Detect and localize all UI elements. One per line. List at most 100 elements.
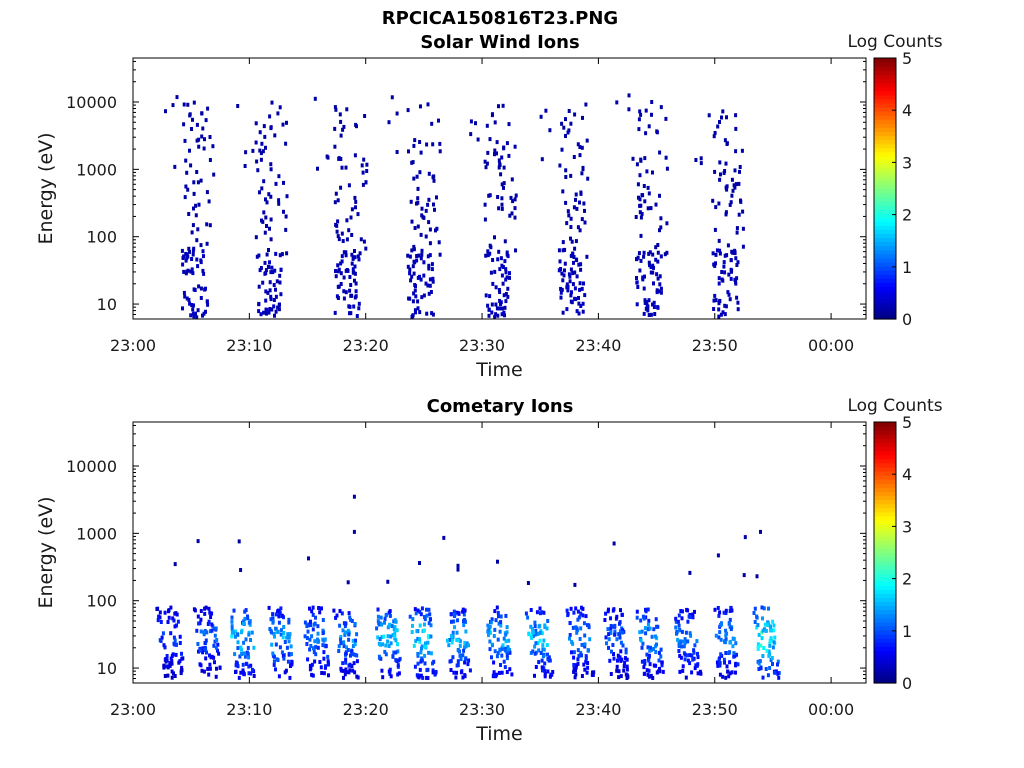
spectrogram-pixel	[427, 621, 431, 626]
x-tick-label: 23:30	[459, 336, 505, 355]
colorbar-segment	[874, 253, 896, 259]
spectrogram-pixel	[310, 662, 314, 667]
spectrogram-pixel	[767, 606, 770, 611]
spectrogram-pixel	[718, 248, 722, 253]
spectrogram-pixel	[508, 650, 512, 655]
spectrogram-pixel	[493, 649, 497, 654]
spectrogram-pixel	[729, 627, 733, 632]
spectrogram-pixel	[652, 647, 656, 651]
spectrogram-pixel	[413, 260, 417, 265]
spectrogram-pixel	[456, 663, 460, 667]
spectrogram-pixel	[277, 608, 280, 613]
spectrogram-pixel	[284, 668, 288, 673]
spectrogram-pixel	[339, 157, 343, 161]
spectrogram-pixel	[348, 304, 352, 309]
spectrogram-pixel	[717, 613, 721, 618]
spectrogram-pixel	[560, 287, 564, 292]
spectrogram-pixel	[648, 648, 652, 652]
spectrogram-pixel	[251, 148, 255, 153]
spectrogram-pixel	[586, 665, 590, 670]
spectrogram-pixel	[429, 651, 433, 656]
spectrogram-pixel	[192, 287, 196, 292]
spectrogram-pixel	[656, 243, 660, 247]
spectrogram-pixel	[412, 643, 416, 648]
spectrogram-pixel	[681, 639, 685, 644]
spectrogram-pixel	[587, 625, 591, 630]
spectrogram-pixel	[159, 620, 163, 624]
spectrogram-pixel	[647, 654, 651, 659]
spectrogram-pixel	[433, 207, 436, 212]
colorbar-segment	[874, 274, 896, 279]
colorbar-segment	[874, 204, 896, 210]
spectrogram-pixel	[212, 655, 216, 660]
spectrogram-pixel	[651, 263, 655, 268]
spectrogram-pixel	[417, 675, 421, 680]
spectrogram-pixel	[535, 610, 539, 615]
spectrogram-pixel	[500, 306, 504, 311]
spectrogram-pixel	[664, 155, 668, 160]
spectrogram-pixel	[257, 284, 261, 289]
spectrogram-pixel	[282, 180, 285, 185]
spectrogram-pixel	[576, 225, 580, 230]
colorbar-tick-label: 4	[902, 101, 912, 120]
colorbar-segment	[874, 430, 896, 435]
spectrogram-pixel	[542, 647, 546, 652]
spectrogram-pixel	[264, 298, 268, 303]
spectrogram-pixel	[461, 607, 465, 612]
spectrogram-pixel	[173, 624, 177, 629]
spectrogram-pixel	[774, 669, 778, 674]
spectrogram-pixel	[718, 160, 722, 165]
spectrogram-pixel	[422, 273, 426, 278]
spectrogram-pixel	[647, 674, 651, 679]
spectrogram-pixel	[659, 216, 663, 221]
spectrogram-pixel	[488, 639, 492, 644]
spectrogram-pixel	[267, 605, 271, 610]
spectrogram-pixel	[543, 672, 547, 677]
spectrogram-pixel	[247, 620, 251, 625]
spectrogram-pixel	[637, 127, 641, 132]
spectrogram-pixel	[355, 653, 359, 658]
spectrogram-pixel	[564, 117, 567, 122]
spectrogram-pixel	[734, 113, 738, 118]
spectrogram-pixel	[502, 636, 506, 641]
spectrogram-pixel	[492, 660, 496, 665]
spectrogram-pixel	[157, 614, 161, 619]
spectrogram-pixel	[566, 613, 570, 618]
colorbar-segment	[874, 86, 896, 92]
spectrogram-pixel	[609, 626, 613, 631]
spectrogram-pixel	[193, 608, 197, 613]
spectrogram-pixel	[428, 253, 432, 258]
spectrogram-pixel	[387, 669, 391, 674]
spectrogram-pixel	[606, 609, 610, 614]
spectrogram-pixel	[428, 283, 432, 288]
spectrogram-pixel	[759, 666, 763, 671]
spectrogram-pixel	[579, 611, 583, 616]
spectrogram-pixel	[695, 639, 699, 644]
spectrogram-pixel	[195, 628, 199, 633]
colorbar-tick-label: 1	[902, 258, 912, 277]
spectrogram-pixel	[609, 624, 613, 628]
spectrogram-pixel	[642, 311, 646, 316]
spectrogram-pixel	[166, 664, 170, 669]
spectrogram-pixel	[411, 314, 415, 319]
spectrogram-pixel	[408, 271, 412, 276]
spectrogram-pixel	[197, 621, 201, 626]
spectrogram-pixel	[182, 290, 186, 295]
spectrogram-pixel	[618, 629, 622, 634]
spectrogram-pixel	[455, 630, 459, 635]
spectrogram-pixel	[365, 162, 369, 167]
spectrogram-pixel	[733, 168, 737, 173]
spectrogram-pixel	[531, 626, 534, 631]
spectrogram-pixel	[483, 217, 487, 222]
spectrogram-pixel	[251, 667, 254, 672]
spectrogram-pixel	[490, 113, 494, 118]
spectrogram-pixel	[450, 640, 454, 645]
spectrogram-pixel	[641, 641, 645, 646]
spectrogram-pixel	[210, 628, 214, 633]
spectrogram-pixel	[316, 645, 320, 650]
spectrogram-pixel	[412, 247, 416, 252]
spectrogram-pixel	[289, 662, 293, 667]
spectrogram-pixel	[734, 661, 738, 666]
spectrogram-pixel	[563, 247, 567, 252]
spectrogram-pixel	[724, 210, 728, 215]
